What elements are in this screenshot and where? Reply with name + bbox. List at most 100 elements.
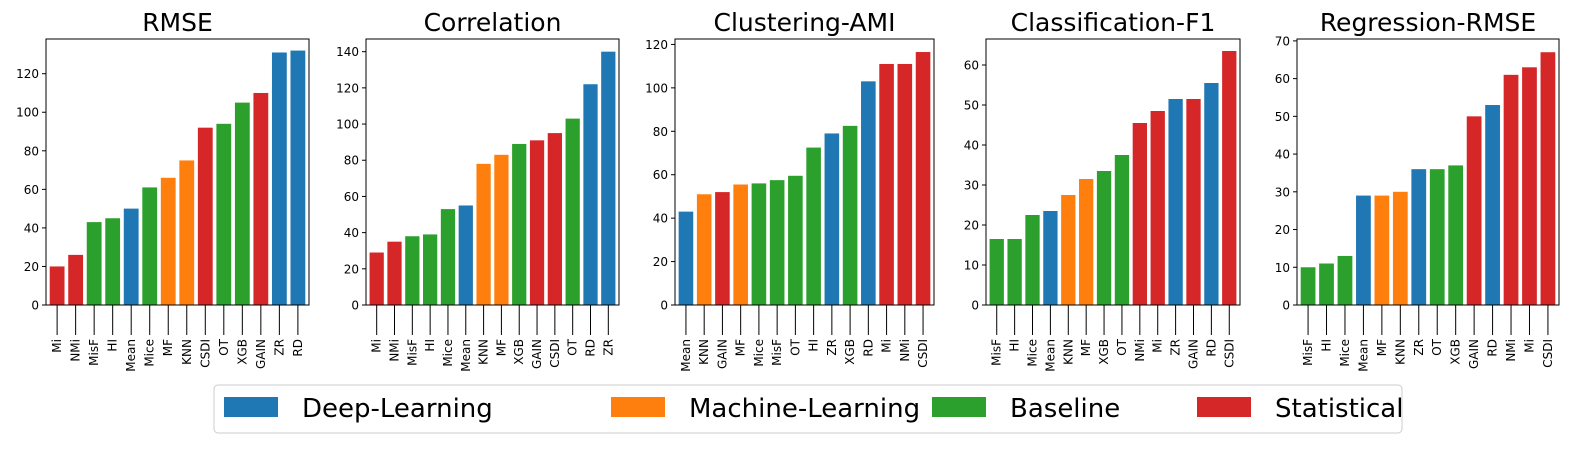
x-tick-label: KNN [697,339,711,365]
x-tick-label: OT [217,338,231,355]
bar-NMi [68,254,84,305]
x-tick-label: Mean [1043,339,1057,372]
y-tick-label: 80 [24,144,39,158]
x-tick-label: Mean [1356,339,1370,372]
x-tick-label: RD [583,339,597,357]
x-tick-label: MisF [405,339,419,366]
legend-label-statistical: Statistical [1275,394,1403,424]
y-tick-label: 20 [24,260,39,274]
x-tick-label: RD [861,339,875,357]
bar-CSDI [197,127,213,305]
chart-title: Classification-F1 [1011,8,1216,37]
x-tick-label: GAIN [1467,339,1481,369]
y-tick-label: 10 [964,259,979,273]
y-tick-label: 120 [336,81,359,95]
x-tick-label: NMi [898,339,912,362]
bar-XGB [842,125,858,305]
y-tick-label: 20 [653,255,668,269]
y-tick-label: 40 [344,226,359,240]
bar-HI [1007,239,1022,305]
legend-swatch-baseline [932,397,986,417]
bar-GAIN [1186,99,1201,305]
legend-swatch-machine-learning [611,397,665,417]
bar-RD [583,84,598,306]
bar-XGB [1448,165,1464,305]
bar-Mi [369,252,384,305]
x-tick-label: MF [161,339,175,356]
bar-Mice [440,209,456,305]
bar-MisF [405,236,420,305]
chart-title: Clustering-AMI [714,8,896,37]
y-tick-label: 10 [1275,261,1290,275]
bar-MF [160,177,176,305]
bar-ZR [824,133,840,305]
x-tick-label: Mi [370,339,384,353]
bar-Mice [142,187,158,305]
bar-NMi [1132,123,1147,305]
bar-ZR [1168,99,1183,305]
plot-frame [365,38,620,306]
bar-RD [290,50,306,305]
bar-Mean [458,205,473,305]
bar-NMi [387,241,402,305]
bar-MF [494,154,509,305]
plot-frame [45,38,310,306]
y-tick-label: 0 [31,299,39,313]
x-tick-label: MisF [1301,339,1315,366]
bar-CSDI [1222,51,1237,305]
x-tick-label: NMi [388,339,402,362]
x-tick-label: GAIN [715,339,729,369]
bar-GAIN [715,192,730,305]
x-tick-label: OT [788,338,802,355]
legend: Deep-Learning Machine-Learning Baseline Sta… [213,384,1403,434]
bar-Mi [879,63,894,305]
x-tick-label: Mice [1026,339,1040,367]
x-tick-label: CSDI [1222,339,1236,368]
x-tick-label: ZR [1412,339,1426,356]
x-tick-label: Mice [441,339,455,367]
bar-RD [861,81,876,305]
bar-Mi [49,266,65,305]
bar-ZR [1411,169,1427,305]
y-tick-label: 120 [16,67,39,81]
x-tick-label: GAIN [254,339,268,369]
y-tick-label: 70 [1275,34,1290,48]
x-tick-label: RD [1486,339,1500,357]
bar-KNN [179,160,195,305]
bar-Mean [678,211,694,305]
bar-XGB [1096,171,1112,305]
chart-title: Regression-RMSE [1320,8,1536,37]
x-tick-label: Mean [679,339,693,372]
bar-CSDI [547,133,562,305]
x-tick-label: NMi [1133,339,1147,362]
x-tick-label: KNN [1393,339,1407,365]
x-tick-label: CSDI [1541,339,1555,368]
x-tick-label: ZR [1169,339,1183,356]
bar-KNN [1392,191,1408,305]
x-tick-label: NMi [1504,339,1518,362]
bar-XGB [234,102,250,305]
y-tick-label: 80 [653,125,668,139]
x-tick-label: MisF [87,339,101,366]
bar-OT [1429,169,1445,305]
x-tick-label: ZR [601,339,615,356]
y-tick-label: 120 [645,38,668,52]
y-tick-label: 140 [336,45,359,59]
bar-Mean [1356,195,1371,305]
x-tick-label: Mice [1338,339,1352,367]
x-tick-label: RD [291,339,305,357]
x-tick-label: MisF [770,339,784,366]
bar-OT [565,118,580,306]
bar-CSDI [1540,52,1556,306]
y-tick-label: 0 [971,299,979,313]
x-tick-label: Mice [143,339,157,367]
x-tick-label: CSDI [916,339,930,368]
y-tick-label: 60 [964,59,979,73]
bar-ZR [271,52,287,305]
plot-frame [674,38,935,306]
bar-GAIN [529,140,545,305]
legend-label-machine-learning: Machine-Learning [689,394,920,424]
legend-label-deep-learning: Deep-Learning [302,394,493,424]
chart-title: Correlation [424,8,562,37]
